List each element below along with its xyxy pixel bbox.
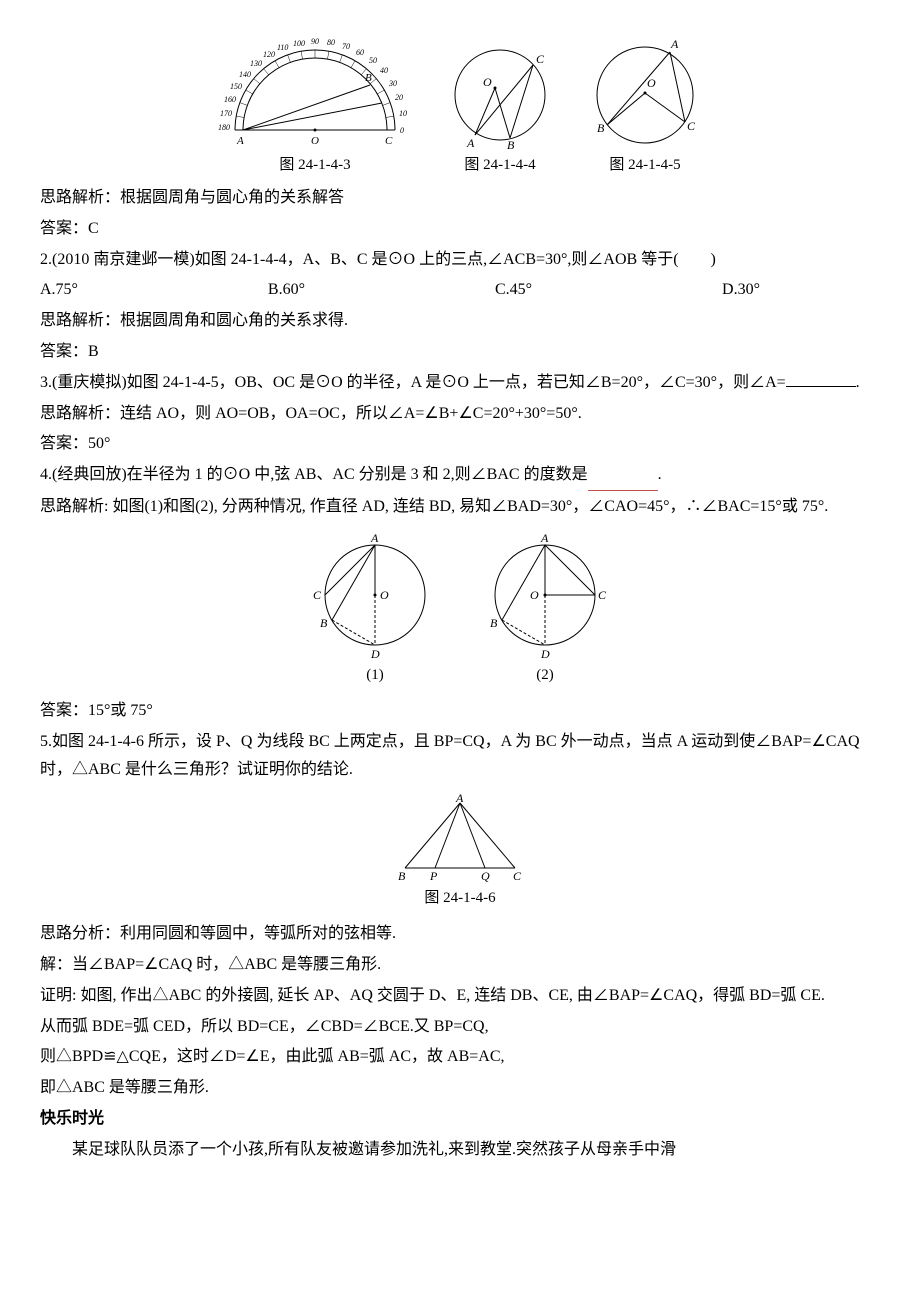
svg-text:A: A xyxy=(540,531,549,545)
solution-5-2: 证明: 如图, 作出△ABC 的外接圆, 延长 AP、AQ 交圆于 D、E, 连… xyxy=(40,982,880,1011)
options-2: A.75° B.60° C.45° D.30° xyxy=(40,276,760,305)
svg-text:0: 0 xyxy=(400,126,404,135)
svg-text:O: O xyxy=(311,135,319,147)
figure-3-caption: 图 24-1-4-5 xyxy=(609,152,680,179)
svg-text:B: B xyxy=(597,121,605,135)
svg-text:B: B xyxy=(398,869,406,883)
opt-b: B.60° xyxy=(268,276,305,305)
triangle-svg: A B P Q C xyxy=(385,793,535,883)
story-line: 某足球队队员添了一个小孩,所有队友被邀请参加洗礼,来到教堂.突然孩子从母亲手中滑 xyxy=(40,1136,880,1165)
svg-text:P: P xyxy=(429,869,438,883)
question-3: 3.(重庆模拟)如图 24-1-4-5，OB、OC 是⊙O 的半径，A 是⊙O … xyxy=(40,369,880,398)
solution-5-5: 即△ABC 是等腰三角形. xyxy=(40,1074,880,1103)
svg-text:140: 140 xyxy=(239,70,251,79)
figure-case1-caption: (1) xyxy=(366,662,384,689)
analysis-2: 思路解析：根据圆周角和圆心角的关系求得. xyxy=(40,307,880,336)
svg-text:30: 30 xyxy=(388,79,397,88)
svg-text:A: A xyxy=(455,793,464,805)
svg-text:D: D xyxy=(370,647,380,660)
opt-d: D.30° xyxy=(722,276,760,305)
analysis-5: 思路分析：利用同圆和等圆中，等弧所对的弦相等. xyxy=(40,920,880,949)
svg-text:C: C xyxy=(513,869,522,883)
svg-text:B: B xyxy=(320,616,328,630)
protractor-svg: 0 10 20 30 40 50 60 70 80 90 100 110 120… xyxy=(215,30,415,150)
figure-2: O A B C 图 24-1-4-4 xyxy=(445,40,555,179)
question-5: 5.如图 24-1-4-6 所示，设 P、Q 为线段 BC 上两定点，且 BP=… xyxy=(40,728,880,786)
circle-case1-svg: A C B D O xyxy=(310,530,440,660)
svg-text:B: B xyxy=(507,138,515,150)
figure-1: 0 10 20 30 40 50 60 70 80 90 100 110 120… xyxy=(215,30,415,179)
figure-2-caption: 图 24-1-4-4 xyxy=(464,152,535,179)
svg-text:110: 110 xyxy=(277,43,288,52)
blank-2 xyxy=(588,461,658,491)
circle-obc-svg: O A B C xyxy=(585,35,705,150)
svg-text:150: 150 xyxy=(230,82,242,91)
question-4: 4.(经典回放)在半径为 1 的⊙O 中,弦 AB、AC 分别是 3 和 2,则… xyxy=(40,461,880,491)
svg-text:O: O xyxy=(380,588,389,602)
figure-3: O A B C 图 24-1-4-5 xyxy=(585,35,705,179)
svg-text:170: 170 xyxy=(220,109,232,118)
answer-1: 答案：C xyxy=(40,215,880,244)
figure-triangle: A B P Q C 图 24-1-4-6 xyxy=(40,793,880,912)
svg-text:A: A xyxy=(466,136,475,150)
section-heading: 快乐时光 xyxy=(40,1105,880,1134)
blank-1 xyxy=(786,386,856,387)
svg-text:A: A xyxy=(370,531,379,545)
svg-text:A: A xyxy=(236,135,244,147)
svg-text:70: 70 xyxy=(342,42,350,51)
solution-5-4: 则△BPD≌△CQE，这时∠D=∠E，由此弧 AB=弧 AC，故 AB=AC, xyxy=(40,1043,880,1072)
svg-text:A: A xyxy=(670,37,679,51)
opt-a: A.75° xyxy=(40,276,78,305)
svg-text:120: 120 xyxy=(263,50,275,59)
svg-text:20: 20 xyxy=(395,93,403,102)
svg-text:C: C xyxy=(385,135,393,147)
question-2: 2.(2010 南京建邺一模)如图 24-1-4-4，A、B、C 是⊙O 上的三… xyxy=(40,246,880,275)
svg-text:40: 40 xyxy=(380,66,388,75)
svg-text:O: O xyxy=(483,75,492,89)
analysis-4: 思路解析: 如图(1)和图(2), 分两种情况, 作直径 AD, 连结 BD, … xyxy=(40,493,880,522)
svg-text:C: C xyxy=(313,588,322,602)
figure-row-2: A C B D O (1) A C B xyxy=(40,530,880,689)
svg-text:180: 180 xyxy=(218,123,230,132)
svg-text:O: O xyxy=(530,588,539,602)
figure-row-1: 0 10 20 30 40 50 60 70 80 90 100 110 120… xyxy=(40,30,880,179)
svg-text:10: 10 xyxy=(399,109,407,118)
analysis-3: 思路解析：连结 AO，则 AO=OB，OA=OC，所以∠A=∠B+∠C=20°+… xyxy=(40,400,880,429)
figure-case1: A C B D O (1) xyxy=(310,530,440,689)
circle-acb-svg: O A B C xyxy=(445,40,555,150)
svg-text:C: C xyxy=(598,588,607,602)
analysis-1: 思路解析：根据圆周角与圆心角的关系解答 xyxy=(40,184,880,213)
svg-text:Q: Q xyxy=(481,869,490,883)
answer-3: 答案：50° xyxy=(40,430,880,459)
svg-text:130: 130 xyxy=(250,59,262,68)
answer-4: 答案：15°或 75° xyxy=(40,697,880,726)
figure-case2-caption: (2) xyxy=(536,662,554,689)
figure-1-caption: 图 24-1-4-3 xyxy=(279,152,350,179)
svg-text:C: C xyxy=(536,52,545,66)
figure-triangle-caption: 图 24-1-4-6 xyxy=(424,885,495,912)
svg-text:50: 50 xyxy=(369,56,377,65)
circle-case2-svg: A C B D O xyxy=(480,530,610,660)
answer-2: 答案：B xyxy=(40,338,880,367)
svg-text:100: 100 xyxy=(293,39,305,48)
svg-text:90: 90 xyxy=(311,37,319,46)
solution-5-3: 从而弧 BDE=弧 CED，所以 BD=CE，∠CBD=∠BCE.又 BP=CQ… xyxy=(40,1013,880,1042)
svg-text:60: 60 xyxy=(356,48,364,57)
opt-c: C.45° xyxy=(495,276,532,305)
figure-case2: A C B D O (2) xyxy=(480,530,610,689)
svg-text:D: D xyxy=(540,647,550,660)
svg-text:B: B xyxy=(490,616,498,630)
svg-text:80: 80 xyxy=(327,38,335,47)
svg-text:C: C xyxy=(687,119,696,133)
solution-5-1: 解：当∠BAP=∠CAQ 时，△ABC 是等腰三角形. xyxy=(40,951,880,980)
svg-text:O: O xyxy=(647,76,656,90)
svg-text:160: 160 xyxy=(224,95,236,104)
svg-text:B: B xyxy=(365,72,372,84)
